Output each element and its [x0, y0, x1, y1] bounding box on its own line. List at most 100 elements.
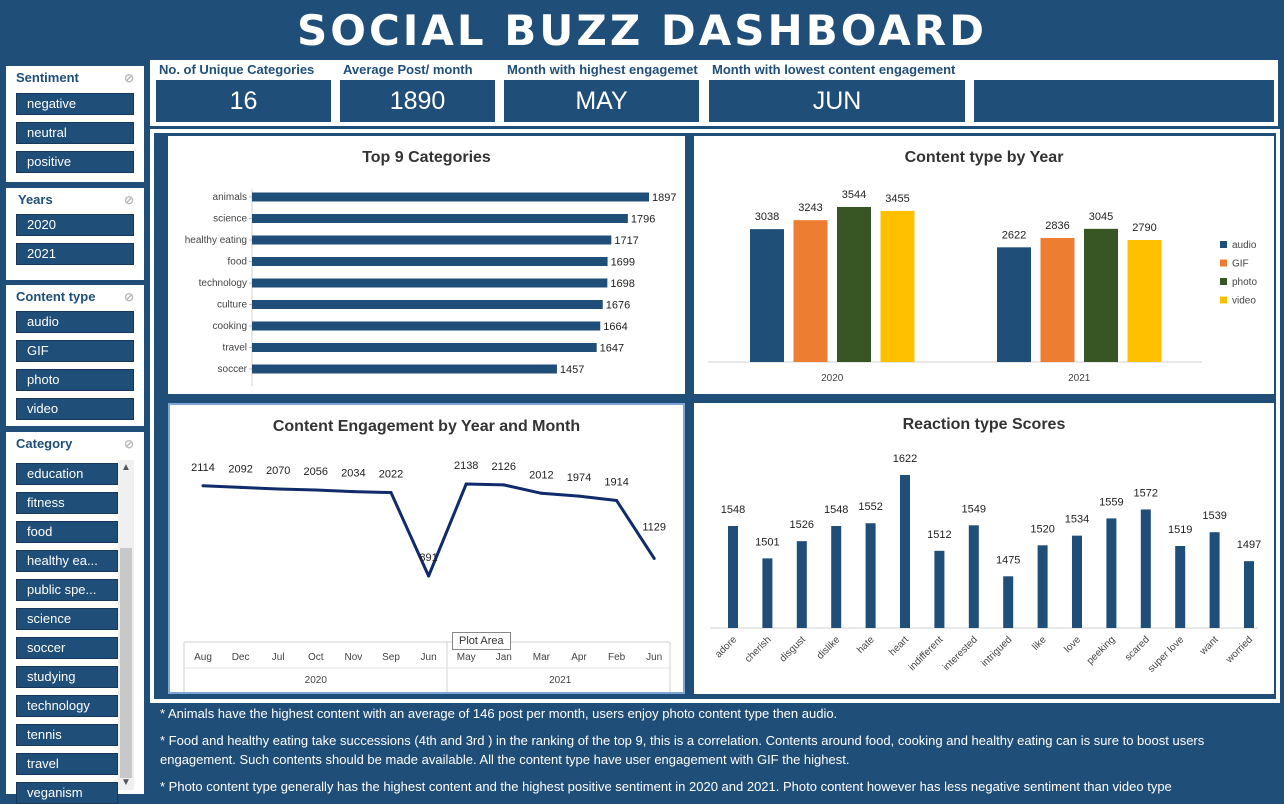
- clear-filter-icon[interactable]: ⊘: [123, 436, 134, 451]
- bar: [997, 247, 1031, 362]
- reaction-tick-label: want: [1197, 634, 1221, 658]
- data-label: 1501: [755, 536, 779, 548]
- bar: [252, 278, 608, 288]
- data-label: 1559: [1099, 496, 1123, 508]
- reaction-panel[interactable]: Reaction type Scores 1548 adore 1501 cheris…: [694, 403, 1274, 694]
- category-scrollbar[interactable]: ▲ ▼: [118, 460, 134, 790]
- reaction-tick-label: adore: [713, 634, 739, 660]
- data-label: 1548: [721, 504, 745, 516]
- month-tick-label: Jun: [421, 652, 437, 663]
- engagement-panel[interactable]: Content Engagement by Year and Month 211…: [168, 403, 685, 694]
- data-point: [502, 483, 506, 487]
- data-label: 1698: [610, 278, 634, 290]
- data-point: [464, 482, 468, 486]
- bar: [252, 257, 608, 266]
- slicer-item-2020[interactable]: 2020: [16, 214, 134, 236]
- slicer-item-public-speaking[interactable]: public spe...: [16, 579, 118, 601]
- data-point: [201, 484, 205, 488]
- slicer-item-fitness[interactable]: fitness: [16, 492, 118, 514]
- content-type-slicer-title: Content type: [16, 289, 96, 304]
- data-point: [539, 491, 543, 495]
- bar: [900, 475, 910, 628]
- month-tick-label: Jun: [646, 652, 662, 663]
- bar: [252, 192, 649, 202]
- scroll-up-arrow-icon[interactable]: ▲: [121, 462, 131, 473]
- slicer-item-video[interactable]: video: [16, 398, 134, 420]
- category-tick-label: cooking: [213, 321, 247, 332]
- data-label: 1534: [1065, 514, 1089, 526]
- slicer-item-education[interactable]: education: [16, 463, 118, 485]
- kpi-empty-slot: [974, 61, 1274, 122]
- kpi-label: Average Post/ month: [343, 62, 473, 77]
- slicer-item-studying[interactable]: studying: [16, 666, 118, 688]
- bar: [1072, 535, 1082, 628]
- kpi-label: Month with highest engagemet: [507, 62, 698, 77]
- slicer-item-tennis[interactable]: tennis: [16, 724, 118, 746]
- content-type-year-chart: 3038 3243 3544 3455 2020 2622 2836 3045 2790 2021…: [708, 189, 1257, 384]
- bar: [750, 229, 784, 362]
- category-tick-label: food: [228, 257, 247, 268]
- slicer-item-veganism[interactable]: veganism: [16, 782, 118, 804]
- data-label: 2034: [341, 468, 365, 480]
- legend-swatch: [1220, 278, 1227, 285]
- scroll-down-arrow-icon[interactable]: ▼: [121, 777, 131, 788]
- slicer-item-travel[interactable]: travel: [16, 753, 118, 775]
- bar: [1209, 532, 1220, 628]
- clear-filter-icon[interactable]: ⊘: [123, 289, 134, 304]
- data-label: 1512: [927, 529, 951, 541]
- data-label: 1539: [1202, 510, 1226, 522]
- data-label: 1129: [642, 521, 666, 533]
- data-label: 1475: [996, 554, 1020, 566]
- bar: [865, 523, 876, 628]
- data-label: 1526: [790, 519, 814, 531]
- month-tick-label: Jan: [496, 652, 512, 663]
- kpi-average-post: Average Post/ month 1890: [340, 61, 495, 122]
- clear-filter-icon[interactable]: ⊘: [123, 70, 134, 85]
- category-tick-label: healthy eating: [185, 235, 247, 246]
- data-point: [351, 490, 355, 494]
- content-type-year-title: Content type by Year: [904, 149, 1064, 166]
- year-group-label: 2021: [549, 675, 572, 686]
- data-label: 1974: [567, 472, 591, 484]
- legend-swatch: [1220, 259, 1227, 267]
- clear-filter-icon[interactable]: ⊘: [123, 192, 134, 207]
- slicer-item-technology[interactable]: technology: [16, 695, 118, 717]
- slicer-item-gif[interactable]: GIF: [16, 340, 134, 362]
- slicer-item-science[interactable]: science: [16, 608, 118, 630]
- content-type-slicer: Content type ⊘ audio GIF photo video: [6, 285, 144, 426]
- bar: [252, 364, 557, 374]
- sentiment-slicer: Sentiment ⊘ negative neutral positive: [6, 66, 144, 182]
- slicer-item-healthy-eating[interactable]: healthy ea...: [16, 550, 118, 572]
- slicer-item-negative[interactable]: negative: [16, 93, 134, 115]
- bar: [252, 235, 612, 245]
- bar: [252, 300, 603, 309]
- data-label: 1664: [603, 321, 627, 333]
- data-label: 2070: [266, 465, 290, 477]
- data-label: 3045: [1089, 211, 1113, 223]
- data-label: 2836: [1045, 220, 1069, 232]
- data-label: 1796: [631, 214, 655, 226]
- dashboard-title: SOCIAL BUZZ DASHBOARD: [296, 6, 987, 55]
- bar: [837, 207, 871, 362]
- data-label: 1552: [858, 501, 882, 513]
- slicer-item-neutral[interactable]: neutral: [16, 122, 134, 144]
- category-tick-label: soccer: [218, 364, 248, 375]
- bar: [1127, 239, 1162, 362]
- data-label: 1520: [1030, 523, 1054, 535]
- slicer-item-soccer[interactable]: soccer: [16, 637, 118, 659]
- month-tick-label: Feb: [608, 652, 626, 663]
- slicer-item-food[interactable]: food: [16, 521, 118, 543]
- slicer-item-photo[interactable]: photo: [16, 369, 134, 391]
- content-type-year-panel[interactable]: Content type by Year 3038 3243 3544 3455 202…: [694, 136, 1274, 394]
- slicer-item-audio[interactable]: audio: [16, 311, 134, 333]
- slicer-item-2021[interactable]: 2021: [16, 243, 134, 265]
- month-tick-label: Aug: [194, 652, 212, 663]
- data-label: 2126: [492, 461, 516, 473]
- data-label: 3038: [755, 211, 779, 223]
- top9-panel[interactable]: Top 9 Categories animals 1897 science 1796 h…: [168, 136, 685, 394]
- reaction-title: Reaction type Scores: [902, 416, 1066, 433]
- kpi-lowest-engagement: Month with lowest content engagement JUN: [709, 61, 965, 122]
- slicer-item-positive[interactable]: positive: [16, 151, 134, 173]
- scroll-thumb[interactable]: [120, 548, 132, 778]
- data-label: 1497: [1237, 539, 1261, 551]
